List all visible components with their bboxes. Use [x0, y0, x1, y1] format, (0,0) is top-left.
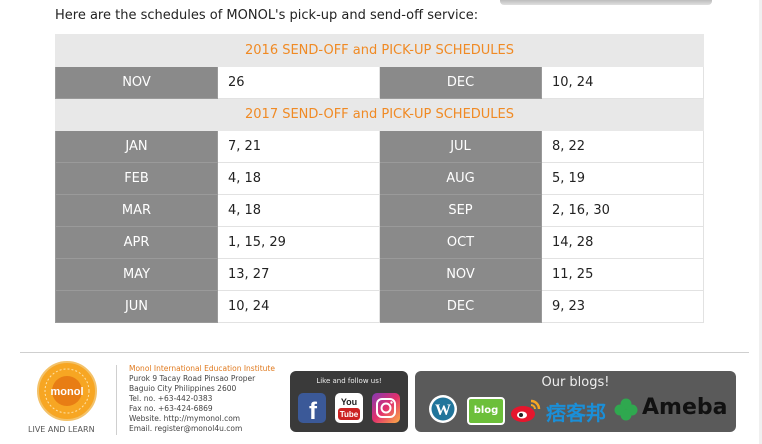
dates-cell: 11, 25	[540, 258, 705, 291]
dates-cell: 9, 23	[540, 290, 705, 323]
month-cell: NOV	[55, 66, 218, 99]
follow-label: Like and follow us!	[316, 377, 382, 385]
right-edge	[759, 0, 762, 444]
dates-cell: 5, 19	[540, 162, 705, 195]
svg-text:You: You	[341, 397, 357, 407]
dates-cell: 13, 27	[217, 258, 380, 291]
footer-vertical-divider	[116, 365, 117, 435]
dates-cell: 10, 24	[217, 290, 380, 323]
dates-cell: 26	[217, 66, 380, 99]
dates-cell: 2, 16, 30	[540, 194, 705, 227]
dates-cell: 14, 28	[540, 226, 705, 259]
month-cell: JAN	[55, 130, 218, 163]
table-row: JUN 10, 24 DEC 9, 23	[55, 290, 705, 323]
table-row: MAR 4, 18 SEP 2, 16, 30	[55, 194, 705, 227]
dates-cell: 8, 22	[540, 130, 705, 163]
website-link[interactable]: Website. http://mymonol.com	[129, 414, 241, 423]
intro-text: Here are the schedules of MONOL's pick-u…	[55, 8, 479, 23]
table-row: APR 1, 15, 29 OCT 14, 28	[55, 226, 705, 259]
blogs-label: Our blogs!	[541, 375, 610, 390]
logo-text: monol	[51, 386, 84, 398]
email-link[interactable]: Email. register@monol4u.com	[129, 424, 243, 433]
blog-badge-icon[interactable]: blog	[467, 397, 505, 425]
month-cell: AUG	[379, 162, 542, 195]
month-cell: MAY	[55, 258, 218, 291]
svg-text:f: f	[309, 398, 318, 423]
youtube-icon[interactable]: You Tube	[335, 393, 363, 423]
month-cell: DEC	[379, 290, 542, 323]
month-cell: NOV	[379, 258, 542, 291]
schedule-table: 2016 SEND-OFF and PICK-UP SCHEDULES NOV …	[54, 34, 705, 323]
table-row: JAN 7, 21 JUL 8, 22	[55, 130, 705, 163]
pixnet-blog-link[interactable]: 痞客邦	[546, 401, 606, 425]
svg-text:W: W	[435, 402, 451, 419]
dates-cell: 10, 24	[540, 66, 705, 99]
table-row: FEB 4, 18 AUG 5, 19	[55, 162, 705, 195]
month-cell: SEP	[379, 194, 542, 227]
month-cell: JUL	[379, 130, 542, 163]
month-cell: APR	[55, 226, 218, 259]
social-follow-box: Like and follow us! f You Tube	[290, 371, 408, 432]
institute-name: Monol International Education Institute	[129, 364, 275, 373]
month-cell: JUN	[55, 290, 218, 323]
footer-divider	[20, 352, 749, 353]
schedule-2016-header: 2016 SEND-OFF and PICK-UP SCHEDULES	[54, 34, 705, 67]
dates-cell: 4, 18	[217, 162, 380, 195]
schedule-2016-title: 2016 SEND-OFF and PICK-UP SCHEDULES	[54, 34, 705, 67]
svg-text:Tube: Tube	[340, 410, 359, 419]
month-cell: DEC	[379, 66, 542, 99]
contact-info: Monol International Education Institute …	[129, 364, 275, 434]
ameba-blog-link[interactable]: Ameba	[642, 395, 728, 420]
table-row: NOV 26 DEC 10, 24	[55, 66, 705, 99]
facebook-icon[interactable]: f	[298, 393, 326, 425]
month-cell: OCT	[379, 226, 542, 259]
blogs-box: Our blogs! W blog 痞客邦 Ameba	[415, 371, 736, 432]
phone-number: Tel. no. +63-442-0383	[129, 394, 213, 403]
tagline: LIVE AND LEARN	[28, 425, 95, 434]
month-cell: MAR	[55, 194, 218, 227]
dates-cell: 7, 21	[217, 130, 380, 163]
dates-cell: 1, 15, 29	[217, 226, 380, 259]
fax-number: Fax no. +63-424-6869	[129, 404, 213, 413]
dates-cell: 4, 18	[217, 194, 380, 227]
address-line-1: Purok 9 Tacay Road Pinsao Proper	[129, 374, 256, 383]
top-shadow-bar	[500, 0, 712, 5]
wordpress-icon[interactable]: W	[427, 393, 459, 425]
table-row: MAY 13, 27 NOV 11, 25	[55, 258, 705, 291]
weibo-icon[interactable]	[509, 395, 543, 425]
instagram-icon[interactable]	[372, 393, 400, 423]
address-line-2: Baguio City Philippines 2600	[129, 384, 237, 393]
ameba-clover-icon	[614, 398, 638, 421]
monol-logo: monol	[37, 361, 97, 421]
schedule-2017-title: 2017 SEND-OFF and PICK-UP SCHEDULES	[54, 98, 705, 131]
schedule-2017-header: 2017 SEND-OFF and PICK-UP SCHEDULES	[54, 98, 705, 131]
month-cell: FEB	[55, 162, 218, 195]
